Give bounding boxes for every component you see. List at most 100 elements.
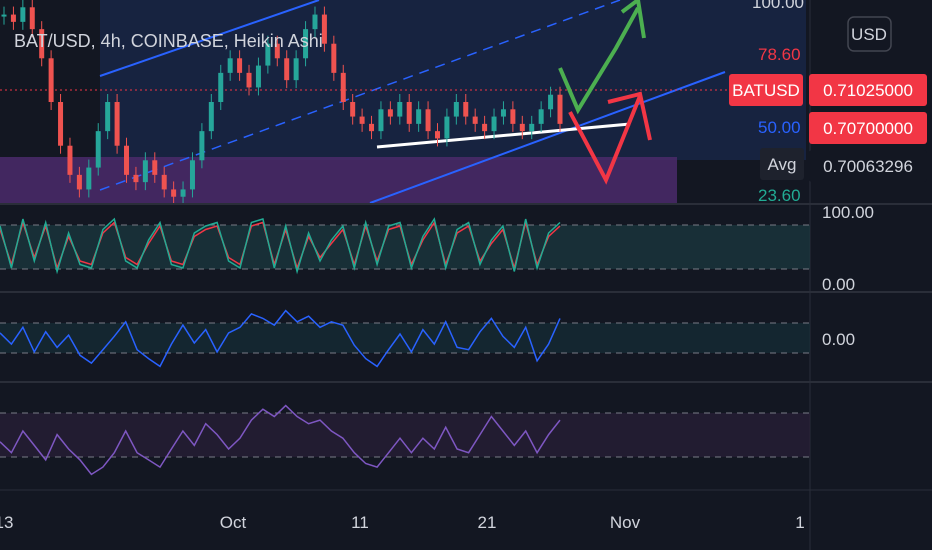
fib-50-price-chip-bg: [809, 112, 927, 144]
avg-price-chip-bg: [809, 150, 927, 182]
candle: [95, 131, 101, 168]
candle: [312, 14, 318, 30]
candle: [406, 102, 412, 124]
candle: [161, 174, 167, 190]
candle: [463, 102, 469, 117]
fib-50-price-chip: 0.70700000: [809, 112, 927, 144]
candle: [114, 102, 120, 146]
candle: [519, 123, 525, 132]
candle: [510, 109, 516, 124]
time-tick: 21: [478, 513, 497, 532]
candle: [331, 43, 337, 73]
candle: [48, 58, 54, 102]
currency-button[interactable]: USD: [847, 16, 892, 52]
candle: [189, 160, 195, 190]
candle: [425, 109, 431, 132]
fib-zone: [0, 157, 677, 203]
candle: [180, 189, 186, 197]
chart-title: BAT/USD, 4h, COINBASE, Heikin Ashi: [14, 31, 323, 51]
time-tick: 11: [351, 513, 369, 532]
last-price-chip-text: 0.71025000: [823, 81, 913, 100]
candle: [557, 94, 563, 124]
osc-band: [0, 323, 810, 353]
avg-label-chip-text: Avg: [768, 155, 797, 174]
candle: [321, 14, 327, 44]
candle: [105, 102, 111, 132]
candle: [86, 167, 92, 190]
candle: [350, 102, 356, 117]
candle: [293, 58, 299, 81]
channel-fill: [100, 0, 806, 160]
candle: [67, 145, 73, 175]
candle: [39, 29, 45, 59]
fib-50-price-chip-text: 0.70700000: [823, 119, 913, 138]
candle: [340, 72, 346, 102]
stoch-tick-0: 0.00: [822, 275, 855, 294]
time-tick: 13: [0, 513, 13, 532]
osc-tick-0: 0.00: [822, 330, 855, 349]
channel-lower: [369, 71, 726, 204]
candle: [152, 160, 158, 175]
osc2-band: [0, 413, 810, 457]
candle: [359, 116, 365, 124]
candle: [274, 43, 280, 59]
candle: [538, 109, 544, 124]
candle: [124, 145, 130, 175]
candle: [208, 102, 214, 132]
oscillator2-line: [0, 404, 561, 476]
candle: [444, 116, 450, 139]
price-pane[interactable]: BAT/USD, 4h, COINBASE, Heikin Ashi: [0, 0, 806, 205]
candle: [76, 174, 82, 190]
candle: [397, 102, 403, 117]
candle: [227, 58, 233, 73]
stochastic-pane[interactable]: [0, 217, 810, 275]
candle: [246, 72, 252, 88]
support-trendline[interactable]: [376, 122, 631, 149]
channel-middle: [99, 0, 621, 191]
avg-label-chip-bg: [760, 148, 804, 180]
candle: [548, 94, 554, 110]
candle: [1, 14, 7, 17]
oscillator-line: [0, 309, 561, 368]
candle: [265, 43, 271, 66]
candle: [482, 123, 488, 132]
candle: [416, 109, 422, 124]
candle: [500, 109, 506, 117]
time-tick: 1: [795, 513, 804, 532]
candle: [434, 131, 440, 139]
candle: [237, 58, 243, 73]
fib-label-78-6: 78.60: [758, 45, 801, 64]
candle: [472, 116, 478, 124]
candle: [171, 189, 177, 197]
bull-projection-arrow[interactable]: [558, 7, 640, 115]
avg-price-chip-text: 0.70063296: [823, 157, 913, 176]
avg-label-chip: Avg: [760, 148, 804, 180]
candle: [303, 29, 309, 59]
candle: [199, 131, 205, 161]
candle: [10, 14, 16, 22]
candle: [387, 109, 393, 117]
price-scale[interactable]: 100.00 78.60 50.00 23.60 100.00 0.00 0.0…: [752, 0, 874, 349]
candle: [369, 123, 375, 132]
symbol-chip-text: BATUSD: [732, 81, 800, 100]
fib-label-50: 50.00: [758, 118, 801, 137]
candle: [218, 72, 224, 102]
candle: [133, 174, 139, 183]
channel-upper: [99, 0, 320, 77]
symbol-chip-bg: [729, 74, 803, 106]
oscillator-pane[interactable]: [0, 309, 810, 368]
time-axis[interactable]: 13 Oct 11 21 Nov 1: [0, 513, 805, 532]
candle: [29, 7, 35, 30]
candle: [491, 116, 497, 132]
candle: [529, 123, 535, 132]
bear-arrowhead: [607, 91, 652, 141]
time-tick: Nov: [610, 513, 641, 532]
candle: [142, 160, 148, 183]
candle: [58, 102, 64, 146]
bear-projection-arrow[interactable]: [568, 95, 642, 185]
last-price-chip-bg: [809, 74, 927, 106]
candle: [20, 7, 26, 22]
oscillator2-pane[interactable]: [0, 404, 810, 476]
